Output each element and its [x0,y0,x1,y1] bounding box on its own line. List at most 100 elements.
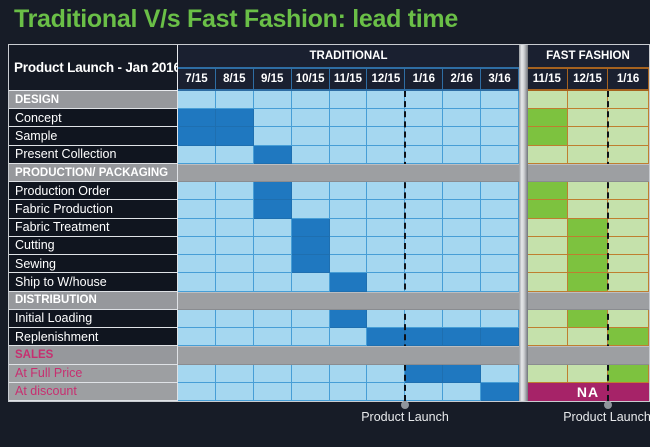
section-band-row [178,346,649,365]
gantt-cell [405,127,444,146]
gantt-cell [443,255,482,274]
row-label: Ship to W/house [9,273,178,292]
gantt-cell [253,364,292,383]
gantt-grid: Product Launch - Jan 2016 TRADITIONAL FA… [9,45,649,401]
gantt-bar-cell [443,328,482,347]
traditional-month-label: 3/16 [481,69,520,91]
gantt-cell [405,255,444,274]
gantt-cell [527,145,568,164]
gantt-cell [253,255,292,274]
gantt-cell [367,182,406,201]
gantt-cell [178,218,216,237]
gantt-cell [291,364,330,383]
row-label: Sewing [9,255,178,274]
gantt-cell [215,218,254,237]
gantt-cell [367,109,406,128]
gantt-cell [367,382,406,401]
fast-fashion-month-label: 11/15 [527,69,568,91]
gantt-bar-cell [567,236,609,256]
corner-cell: Product Launch - Jan 2016 [9,45,181,91]
row-label: Fabric Treatment [9,218,178,237]
gantt-cell [178,255,216,274]
gantt-cell [608,200,649,219]
gantt-cell [215,328,254,347]
traditional-launch-dot [401,401,409,409]
row-label: Present Collection [9,145,178,164]
gantt-bar-cell [527,182,568,201]
traditional-month-label: 9/15 [253,69,292,91]
gantt-cell [215,200,254,219]
row-label: DESIGN [9,91,178,110]
gantt-cell [253,309,292,329]
gantt-cell [443,145,482,164]
gantt-cell [608,309,649,329]
row-label: Initial Loading [9,309,178,329]
gantt-cell [253,91,292,110]
gantt-cell [253,382,292,401]
gantt-bar-cell [481,328,520,347]
gantt-cell [443,91,482,110]
gantt-cell [567,200,609,219]
gantt-cell [215,91,254,110]
gantt-cell [329,364,368,383]
gantt-cell [405,236,444,256]
gantt-cell [443,218,482,237]
gantt-cell [253,236,292,256]
row-label: Sample [9,127,178,146]
gantt-cell [567,328,609,347]
gantt-cell [329,91,368,110]
gantt-cell [178,236,216,256]
gantt-cell [527,273,568,292]
gantt-cell [215,236,254,256]
fast-fashion-launch-label: Product Launch [563,410,650,424]
gantt-cell [253,273,292,292]
gantt-cell [178,382,216,401]
gantt-bar-cell [291,236,330,256]
gantt-cell [367,273,406,292]
gantt-cell [443,382,482,401]
gantt-cell [329,145,368,164]
section-label: SALES [9,346,178,365]
row-label: Cutting [9,236,178,256]
row-label: Production Order [9,182,178,201]
traditional-month-label: 8/15 [215,69,254,91]
gantt-bar-cell [253,182,292,201]
section-label: DISTRIBUTION [9,291,178,310]
gantt-bar-cell [443,364,482,383]
gantt-cell [405,182,444,201]
gantt-cell [329,127,368,146]
gantt-cell [178,309,216,329]
gantt-cell [367,218,406,237]
gantt-cell [443,109,482,128]
gantt-cell [367,309,406,329]
gantt-bar-cell [527,109,568,128]
gantt-cell [481,109,520,128]
gantt-cell [291,309,330,329]
gantt-cell [329,218,368,237]
fast-fashion-month-label: 1/16 [608,69,649,91]
gantt-cell [215,145,254,164]
gantt-bar-cell [215,109,254,128]
gantt-cell [405,109,444,128]
gantt-bar-cell [608,328,649,347]
gantt-cell [443,273,482,292]
gantt-bar-cell [567,273,609,292]
gantt-cell [178,328,216,347]
na-cell: NA [527,382,649,401]
section-separator [519,45,528,401]
gantt-cell [215,273,254,292]
gantt-cell [405,382,444,401]
gantt-bar-cell [527,127,568,146]
row-label: Concept [9,109,178,128]
gantt-cell [481,309,520,329]
gantt-cell [567,364,609,383]
gantt-cell [527,328,568,347]
fast-fashion-launch-dot [604,401,612,409]
gantt-cell [527,255,568,274]
gantt-bar-cell [253,200,292,219]
gantt-cell [608,109,649,128]
gantt-cell [567,91,609,110]
gantt-cell [608,182,649,201]
gantt-cell [329,382,368,401]
gantt-cell [481,127,520,146]
